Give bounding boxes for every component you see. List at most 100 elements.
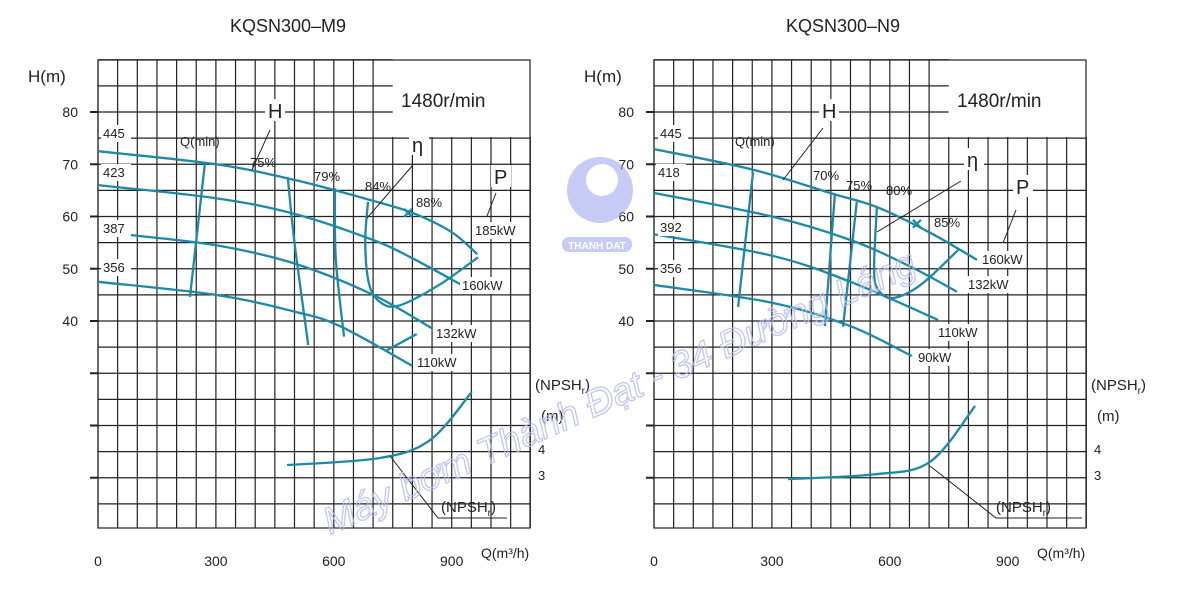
- label-bg: [980, 251, 1026, 268]
- npsh-unit: (m): [1097, 408, 1120, 425]
- head-curve-418: [653, 191, 958, 293]
- diameter-label: 418: [658, 165, 680, 180]
- diameter-label: 387: [103, 221, 125, 236]
- head-curve-392: [653, 233, 939, 322]
- power-symbol: P: [494, 167, 507, 189]
- npsh-text: (NPSH: [1091, 377, 1138, 394]
- x-tick-label: 600: [878, 553, 902, 569]
- chart-title: KQSN300–N9: [786, 16, 900, 36]
- diameter-label: 445: [660, 126, 682, 141]
- best-efficiency-marker: [912, 219, 922, 229]
- head-curve-445: [653, 147, 978, 261]
- efficiency-curve: [823, 194, 836, 327]
- x-tick-label: 600: [322, 553, 346, 569]
- efficiency-label: 75%: [250, 155, 276, 170]
- power-label: 185kW: [475, 223, 516, 238]
- diameter-label: 392: [660, 220, 682, 235]
- speed-label: 1480r/min: [957, 91, 1042, 112]
- grid: [97, 59, 531, 529]
- x-axis-label: Q(m³/h): [1037, 545, 1085, 561]
- head-curve-356: [653, 283, 913, 358]
- npsh-axis-label: (NPSHr): [535, 377, 590, 397]
- logo: THANH DAT: [562, 157, 633, 252]
- y-axis-label: H(m): [584, 67, 622, 86]
- x-tick-label: 900: [996, 553, 1020, 569]
- head-label: H: [822, 101, 836, 123]
- power-label: 160kW: [982, 252, 1023, 267]
- y-tick-label: 80: [62, 104, 78, 120]
- power-label: 110kW: [938, 325, 978, 340]
- npsh-close: ): [491, 499, 496, 516]
- y-tick-label: 40: [62, 313, 78, 329]
- npsh-close: ): [1141, 377, 1146, 394]
- label-bg: [473, 222, 519, 239]
- npsh-axis-label: (NPSHr): [1091, 377, 1146, 397]
- head-curve-445: [97, 150, 479, 255]
- npsh-text: (NPSH: [996, 499, 1043, 516]
- plot-frame: [653, 59, 1087, 529]
- label-bg: [916, 349, 962, 366]
- head-curve-356: [97, 280, 413, 367]
- y-tick-label: 50: [62, 261, 78, 277]
- npsh-close: ): [1046, 499, 1051, 516]
- speed-label: 1480r/min: [401, 91, 486, 112]
- label-bg: [409, 133, 429, 155]
- y-tick-label: 40: [618, 313, 634, 329]
- npsh-text: (NPSH: [535, 377, 582, 394]
- x-tick-label: 0: [650, 553, 658, 569]
- efficiency-label: Q(min): [180, 134, 220, 149]
- best-efficiency-marker: [403, 208, 413, 218]
- diameter-label: 356: [660, 261, 682, 276]
- x-tick-label: 0: [94, 553, 102, 569]
- logo-inner: [586, 164, 618, 196]
- y-tick-label: 60: [62, 209, 78, 225]
- power-label: 132kW: [968, 277, 1009, 292]
- best-efficiency-label: 88%: [416, 195, 442, 210]
- efficiency-curve: [872, 208, 959, 300]
- logo-banner: [562, 237, 632, 252]
- y-axis-label: H(m): [28, 67, 66, 86]
- diameter-label: 423: [103, 165, 125, 180]
- best-efficiency-label: 85%: [934, 215, 960, 230]
- efficiency-label: 80%: [886, 183, 912, 198]
- x-axis-label: Q(m³/h): [481, 545, 529, 561]
- power-label: 132kW: [436, 326, 477, 341]
- npsh-leader: [929, 465, 1082, 519]
- efficiency-label: 75%: [846, 178, 872, 193]
- npsh-tick-label: 3: [538, 468, 545, 483]
- efficiency-symbol: η: [967, 150, 978, 172]
- npsh-subscript: r: [1138, 386, 1142, 397]
- npsh-close: ): [585, 377, 590, 394]
- power-symbol: P: [1016, 177, 1029, 199]
- x-tick-label: 300: [760, 553, 784, 569]
- label-bg: [658, 219, 688, 236]
- chart-title: KQSN300–M9: [230, 16, 346, 36]
- npsh-curve: [787, 405, 976, 481]
- plot-frame: [97, 59, 531, 529]
- y-tick-label: 50: [618, 261, 634, 277]
- label-bg: [966, 276, 1012, 293]
- label-bg: [415, 354, 461, 371]
- efficiency-symbol: η: [412, 135, 423, 157]
- label-bg: [101, 220, 131, 237]
- label-bg: [101, 259, 131, 276]
- label-bg: [101, 164, 131, 181]
- efficiency-curve: [364, 201, 479, 308]
- efficiency-symbol-leader: [366, 164, 414, 219]
- power-symbol-leader: [486, 192, 497, 217]
- npsh-tick-label: 4: [538, 442, 545, 457]
- npsh-curve-label: (NPSHr): [441, 499, 496, 519]
- power-label: 90kW: [918, 350, 952, 365]
- label-bg: [491, 165, 511, 187]
- label-bg: [658, 125, 688, 142]
- label-bg: [936, 324, 982, 341]
- npsh-leader: [389, 455, 507, 519]
- efficiency-curve: [736, 171, 755, 308]
- label-bg: [265, 99, 285, 121]
- npsh-text: (NPSH: [441, 499, 488, 516]
- head-curve-387: [127, 233, 434, 330]
- label-bg: [1013, 175, 1033, 197]
- efficiency-curve: [333, 188, 346, 337]
